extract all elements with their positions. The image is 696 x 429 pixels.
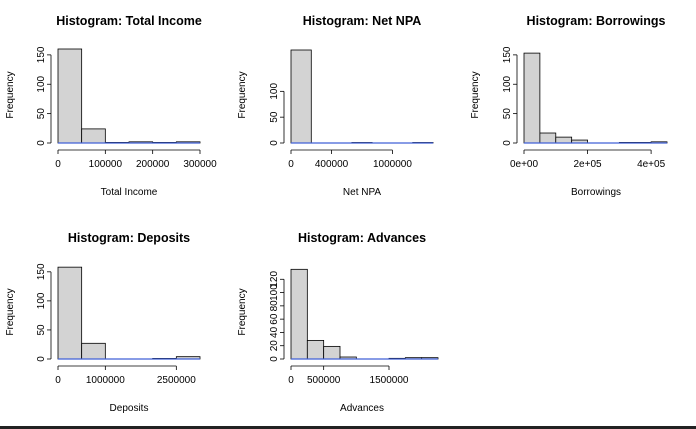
y-tick-label: 0 <box>36 356 47 362</box>
histogram-bar <box>290 49 312 144</box>
chart-title: Histogram: Advances <box>298 231 426 245</box>
chart-title: Histogram: Total Income <box>56 14 202 28</box>
y-axis-label: Frequency <box>5 71 16 118</box>
histogram-bar <box>323 345 341 360</box>
x-tick-label: 200000 <box>136 159 170 170</box>
y-tick-label: 60 <box>269 313 280 325</box>
x-tick-label: 2500000 <box>157 375 196 386</box>
bottom-divider <box>0 426 696 429</box>
y-tick-label: 100 <box>36 292 47 309</box>
histogram-bar <box>539 132 557 144</box>
y-tick-label: 0 <box>502 140 513 146</box>
histogram-bar <box>290 268 308 360</box>
y-tick-label: 50 <box>269 111 280 123</box>
x-axis-label: Borrowings <box>571 187 621 198</box>
y-tick-label: 50 <box>36 108 47 120</box>
y-tick-label: 100 <box>502 75 513 92</box>
x-tick-label: 300000 <box>183 159 217 170</box>
chart-title: Histogram: Borrowings <box>527 14 666 28</box>
y-tick-label: 50 <box>502 108 513 120</box>
y-tick-label: 0 <box>269 140 280 146</box>
x-tick-label: 0 <box>288 375 294 386</box>
y-tick-label: 80 <box>269 300 280 312</box>
x-tick-label: 0 <box>288 159 294 170</box>
y-tick-label: 150 <box>36 46 47 63</box>
x-tick-label: 1000000 <box>86 375 125 386</box>
y-tick-label: 150 <box>36 263 47 280</box>
panel-deposits: Histogram: Deposits Frequency Deposits 0… <box>5 231 201 414</box>
y-tick-label: 150 <box>502 46 513 63</box>
histogram-bar <box>306 339 325 360</box>
y-tick-label: 100 <box>36 75 47 92</box>
y-tick-label: 100 <box>269 284 280 301</box>
histogram-bar <box>555 136 573 144</box>
x-axis-label: Net NPA <box>343 187 381 198</box>
y-axis-label: Frequency <box>470 71 481 118</box>
y-tick-label: 0 <box>36 140 47 146</box>
panel-advances: Histogram: Advances Frequency Advances 0… <box>237 231 439 414</box>
x-tick-label: 2e+05 <box>574 159 603 170</box>
y-tick-label: 20 <box>269 340 280 352</box>
y-axis-label: Frequency <box>237 71 248 118</box>
x-tick-label: 1000000 <box>373 159 412 170</box>
x-tick-label: 500000 <box>307 375 341 386</box>
y-tick-label: 40 <box>269 326 280 338</box>
x-tick-label: 1500000 <box>370 375 409 386</box>
y-tick-label: 0 <box>269 356 280 362</box>
x-tick-label: 0 <box>55 159 61 170</box>
panel-total-income: Histogram: Total Income Frequency Total … <box>5 14 217 198</box>
histogram-bar <box>81 128 106 144</box>
y-tick-label: 50 <box>36 324 47 336</box>
panel-net-npa: Histogram: Net NPA Frequency Net NPA 0 40… <box>237 14 434 198</box>
x-tick-label: 0 <box>55 375 61 386</box>
chart-title: Histogram: Net NPA <box>303 14 422 28</box>
histogram-bar <box>81 342 106 360</box>
x-axis-label: Advances <box>340 403 384 414</box>
y-tick-label: 100 <box>269 83 280 100</box>
histogram-bar <box>57 48 83 144</box>
x-tick-label: 100000 <box>89 159 123 170</box>
x-tick-label: 4e+05 <box>637 159 666 170</box>
y-tick-label: 120 <box>269 271 280 288</box>
x-axis-label: Total Income <box>101 187 158 198</box>
histogram-bar <box>57 266 83 360</box>
chart-title: Histogram: Deposits <box>68 231 190 245</box>
x-tick-label: 0e+00 <box>510 159 539 170</box>
y-axis-label: Frequency <box>237 288 248 335</box>
histogram-bar <box>523 52 541 144</box>
panel-borrowings: Histogram: Borrowings Frequency Borrowin… <box>470 14 668 198</box>
x-tick-label: 400000 <box>315 159 349 170</box>
x-axis-label: Deposits <box>110 403 149 414</box>
y-axis-label: Frequency <box>5 288 16 335</box>
